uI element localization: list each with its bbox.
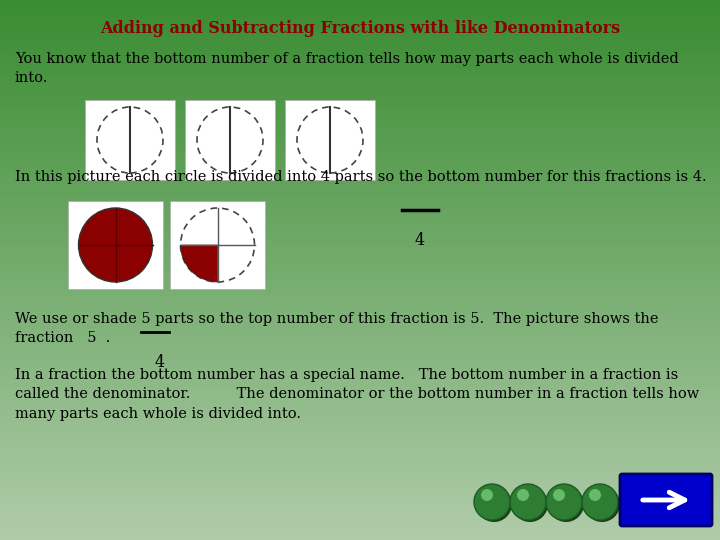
Text: 4: 4	[155, 354, 165, 371]
Circle shape	[197, 107, 263, 173]
Circle shape	[297, 107, 363, 173]
Circle shape	[546, 484, 582, 520]
Circle shape	[97, 107, 163, 173]
Bar	[68, 201, 163, 289]
Text: In a fraction the bottom number has a special name.   The bottom number in a fra: In a fraction the bottom number has a sp…	[15, 368, 699, 421]
Circle shape	[78, 208, 153, 282]
Text: You know that the bottom number of a fraction tells how may parts each whole is : You know that the bottom number of a fra…	[15, 52, 679, 85]
Bar	[185, 100, 275, 180]
Wedge shape	[181, 245, 217, 282]
Circle shape	[582, 484, 618, 520]
Circle shape	[589, 489, 601, 501]
Bar	[85, 100, 175, 180]
Circle shape	[553, 489, 565, 501]
Circle shape	[512, 486, 548, 522]
Circle shape	[517, 489, 529, 501]
Text: We use or shade 5 parts so the top number of this fraction is 5.  The picture sh: We use or shade 5 parts so the top numbe…	[15, 312, 659, 346]
Text: 4: 4	[415, 232, 425, 249]
Text: In this picture each circle is divided into 4 parts so the bottom number for thi: In this picture each circle is divided i…	[15, 170, 706, 184]
Circle shape	[474, 484, 510, 520]
Text: Adding and Subtracting Fractions with like Denominators: Adding and Subtracting Fractions with li…	[100, 20, 620, 37]
FancyBboxPatch shape	[620, 474, 712, 526]
Circle shape	[481, 489, 493, 501]
Circle shape	[476, 486, 512, 522]
Bar	[285, 100, 375, 180]
Circle shape	[548, 486, 584, 522]
Circle shape	[510, 484, 546, 520]
Bar	[170, 201, 265, 289]
Circle shape	[181, 208, 254, 282]
Circle shape	[584, 486, 620, 522]
